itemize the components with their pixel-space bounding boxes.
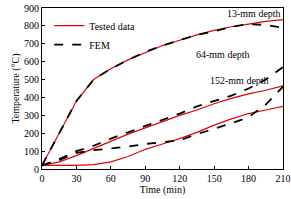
svg-text:60: 60 bbox=[106, 173, 116, 184]
svg-text:700: 700 bbox=[24, 38, 39, 49]
svg-text:200: 200 bbox=[24, 128, 39, 139]
svg-text:90: 90 bbox=[140, 173, 150, 184]
svg-text:152-mm depth: 152-mm depth bbox=[210, 75, 269, 86]
svg-text:FEM: FEM bbox=[89, 40, 110, 51]
svg-text:0: 0 bbox=[40, 173, 45, 184]
svg-text:150: 150 bbox=[207, 173, 222, 184]
svg-text:64-mm depth: 64-mm depth bbox=[196, 49, 250, 60]
svg-text:300: 300 bbox=[24, 110, 39, 121]
svg-text:180: 180 bbox=[241, 173, 256, 184]
svg-text:Time (min): Time (min) bbox=[140, 184, 185, 196]
svg-text:13-mm depth: 13-mm depth bbox=[227, 8, 281, 19]
svg-text:0: 0 bbox=[34, 164, 39, 175]
svg-text:100: 100 bbox=[24, 146, 39, 157]
svg-text:Temperature (°C): Temperature (°C) bbox=[10, 53, 22, 123]
svg-text:500: 500 bbox=[24, 74, 39, 85]
svg-text:Tested data: Tested data bbox=[89, 21, 135, 32]
svg-text:210: 210 bbox=[276, 173, 291, 184]
svg-text:30: 30 bbox=[71, 173, 81, 184]
svg-text:120: 120 bbox=[172, 173, 187, 184]
svg-text:800: 800 bbox=[24, 20, 39, 31]
svg-text:400: 400 bbox=[24, 92, 39, 103]
svg-text:600: 600 bbox=[24, 56, 39, 67]
svg-text:900: 900 bbox=[24, 3, 39, 14]
